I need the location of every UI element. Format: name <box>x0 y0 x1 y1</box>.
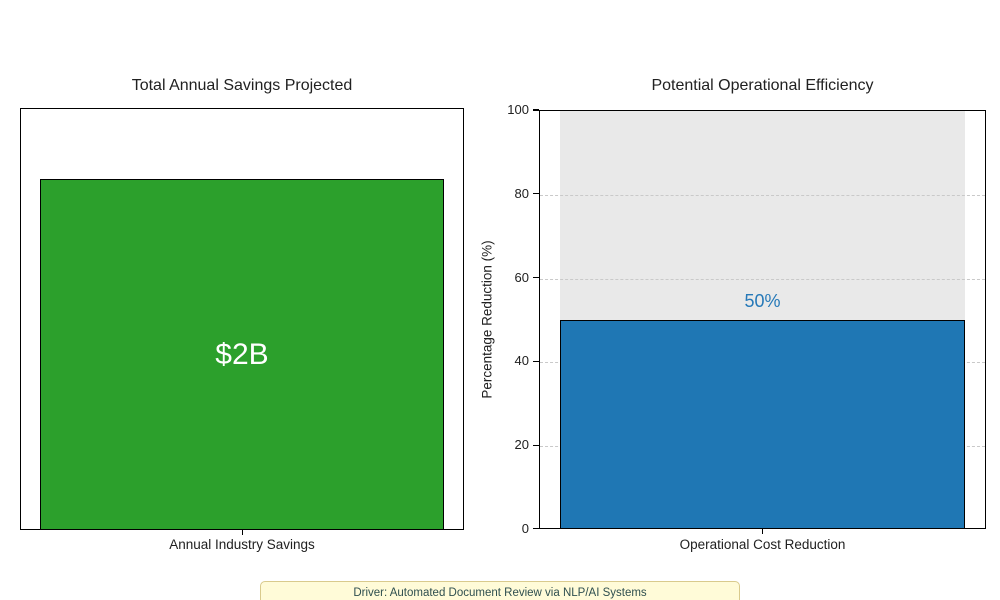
efficiency-x-tick-mark <box>761 529 763 534</box>
gridline-60 <box>540 278 985 280</box>
efficiency-x-tick-label: Operational Cost Reduction <box>679 537 846 552</box>
efficiency-y-axis-label: Percentage Reduction (%) <box>479 240 495 399</box>
efficiency-chart-axes: 50% <box>539 110 986 529</box>
savings-bar-label: $2B <box>215 337 269 371</box>
y-tick-mark-100 <box>533 109 539 111</box>
efficiency-bar <box>560 319 965 528</box>
y-tick-label-20: 20 <box>514 437 529 452</box>
driver-annotation: Driver: Automated Document Review via NL… <box>260 581 740 600</box>
y-tick-mark-0 <box>533 528 539 530</box>
savings-bar: $2B <box>40 179 444 529</box>
y-tick-mark-60 <box>533 277 539 279</box>
savings-x-tick-mark <box>241 530 243 535</box>
y-tick-label-60: 60 <box>514 270 529 285</box>
y-tick-mark-80 <box>533 193 539 195</box>
y-tick-mark-40 <box>533 360 539 363</box>
savings-chart-axes: $2B <box>20 108 464 530</box>
y-tick-label-100: 100 <box>507 102 529 117</box>
efficiency-chart-title: Potential Operational Efficiency <box>651 77 874 94</box>
y-tick-mark-20 <box>533 444 539 446</box>
y-tick-label-40: 40 <box>514 353 529 368</box>
savings-x-tick-label: Annual Industry Savings <box>169 537 315 552</box>
efficiency-bar-label: 50% <box>744 290 781 311</box>
savings-chart-title: Total Annual Savings Projected <box>131 77 353 94</box>
y-tick-label-80: 80 <box>514 186 529 201</box>
gridline-80 <box>540 194 985 196</box>
y-tick-label-0: 0 <box>521 521 529 536</box>
